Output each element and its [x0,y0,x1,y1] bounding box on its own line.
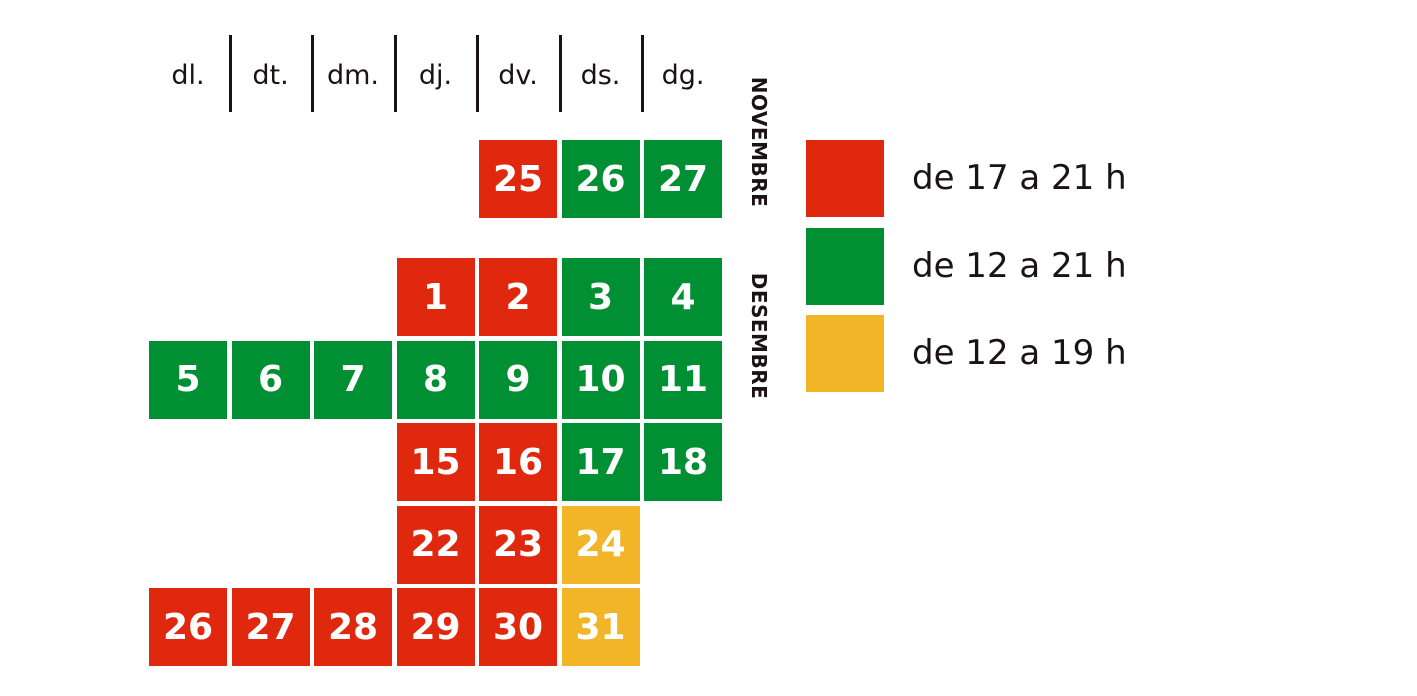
day-cell: 15 [396,423,475,501]
day-cell: 16 [479,423,557,501]
day-cell: 28 [314,588,392,666]
day-cell: 4 [644,258,722,336]
weekday-label: dm. [326,60,380,91]
separator [476,35,479,112]
day-cell: 23 [479,505,557,584]
day-cell: 10 [561,340,640,419]
day-cell: 5 [149,340,227,419]
legend-swatch [806,227,884,305]
day-cell: 17 [561,423,640,501]
day-cell: 27 [644,140,722,218]
day-cell: 29 [396,588,475,666]
day-cell: 26 [561,140,640,218]
separator [311,35,314,112]
legend-swatch [806,140,884,217]
month-label: NOVEMBRE [747,76,771,208]
day-cell: 6 [231,340,310,419]
day-cell: 2 [479,258,557,336]
day-cell: 25 [479,140,557,218]
separator [228,35,232,112]
day-cell: 26 [149,588,227,666]
weekday-label: dg. [661,60,705,91]
day-cell: 9 [479,340,557,419]
legend-label: de 17 a 21 h [912,158,1127,198]
legend-label: de 12 a 19 h [912,333,1127,373]
separator [558,35,562,112]
legend-swatch [806,315,884,392]
weekday-label: dj. [418,60,453,91]
day-cell: 30 [479,588,557,666]
day-cell: 8 [396,340,475,419]
weekday-label: dl. [171,60,205,91]
month-label: DESEMBRE [747,272,771,400]
separator [641,35,644,112]
day-cell: 7 [314,340,392,419]
day-cell: 11 [644,340,722,419]
separator [393,35,397,112]
day-cell: 22 [396,505,475,584]
day-cell: 27 [231,588,310,666]
legend-label: de 12 a 21 h [912,245,1127,286]
day-cell: 31 [561,588,640,666]
weekday-label: ds. [580,60,621,91]
day-cell: 18 [644,423,722,501]
day-cell: 1 [396,258,475,336]
weekday-label: dt. [252,60,289,91]
weekday-label: dv. [498,60,538,91]
day-cell: 3 [561,258,640,336]
day-cell: 24 [561,505,640,584]
